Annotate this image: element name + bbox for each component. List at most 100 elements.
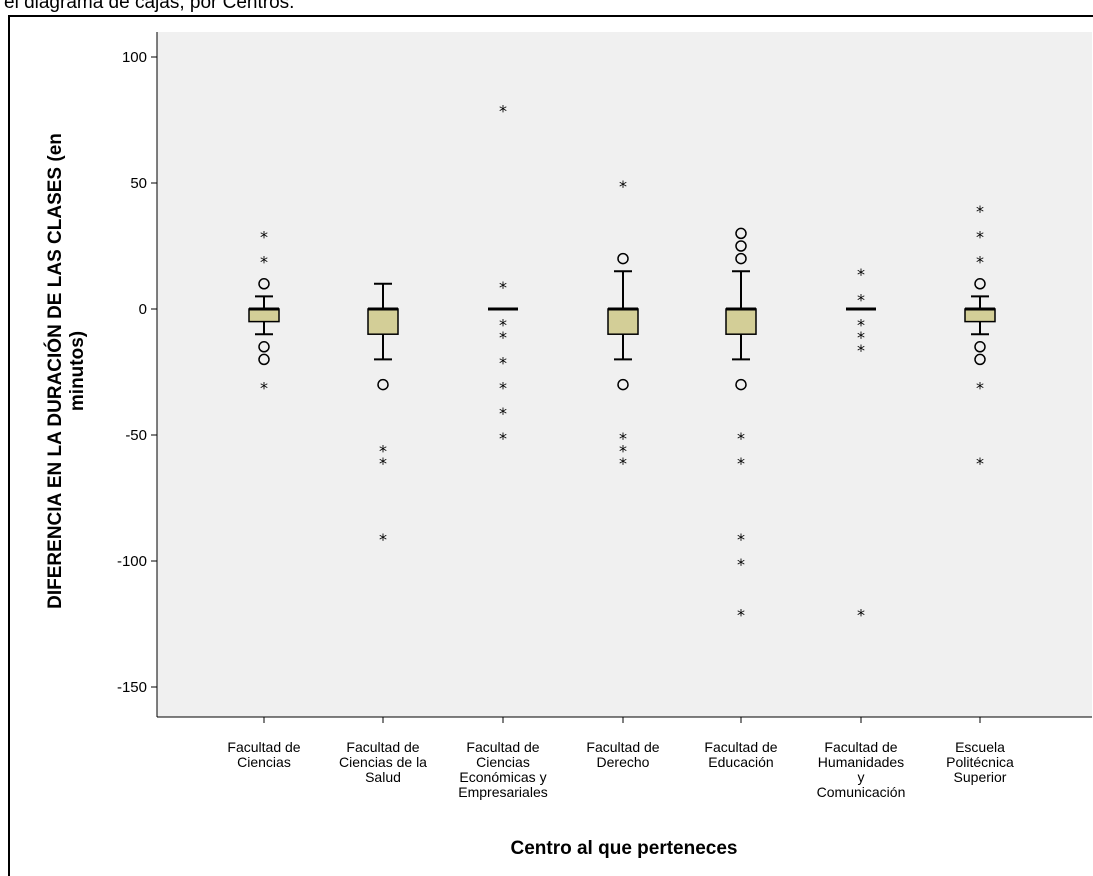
box-3: ******** <box>488 101 518 448</box>
x-category-label: Facultad de Derecho <box>586 739 659 770</box>
extreme-point: * <box>976 253 984 272</box>
extreme-point: * <box>499 429 507 448</box>
extreme-point: * <box>499 316 507 335</box>
x-category-label: Facultad de Ciencias Económicas y Empresari… <box>458 739 547 800</box>
extreme-point: * <box>619 177 627 196</box>
x-category-label-line: Facultad de <box>466 739 539 755</box>
box-2: *** <box>367 282 399 549</box>
x-axis-title: Centro al que perteneces <box>510 838 737 859</box>
y-axis-title-line: DIFERENCIA EN LA DURACIÓN DE LAS CLASES … <box>44 133 66 609</box>
extreme-point: * <box>379 530 387 549</box>
box-1: * * * <box>248 227 280 398</box>
extreme-point: * <box>619 429 627 448</box>
extreme-point: * <box>260 379 268 398</box>
extreme-point: * <box>499 328 507 347</box>
x-category-label-line: Escuela <box>955 739 1005 755</box>
extreme-point: * <box>976 379 984 398</box>
x-category-label-line: Facultad de <box>704 739 777 755</box>
outlier-point <box>974 278 986 290</box>
extreme-point: * <box>857 265 865 284</box>
extreme-point: * <box>737 429 745 448</box>
extreme-point: * <box>379 454 387 473</box>
extreme-point: * <box>379 442 387 461</box>
y-axis-title-line: minutos) <box>67 331 88 411</box>
iqr-box <box>964 308 996 323</box>
outlier-point <box>258 278 270 290</box>
extreme-point: * <box>857 316 865 335</box>
extreme-point: * <box>737 555 745 574</box>
x-category-label-line: Facultad de <box>227 739 300 755</box>
outlier-point <box>258 341 270 353</box>
extreme-point: * <box>499 379 507 398</box>
extreme-point: * <box>857 341 865 360</box>
chart-frame <box>8 15 1093 876</box>
extreme-point: * <box>737 530 745 549</box>
x-category-label-line: Facultad de <box>586 739 659 755</box>
extreme-point: * <box>857 328 865 347</box>
iqr-box <box>607 308 639 335</box>
x-category-label: Facultad de Ciencias de la Salud <box>339 739 427 785</box>
x-category-label-line: Facultad de <box>346 739 419 755</box>
extreme-point: * <box>976 454 984 473</box>
plot-area <box>157 32 1092 717</box>
x-category-label-line: Salud <box>365 769 401 785</box>
x-category-label-line: Empresariales <box>458 784 547 800</box>
x-category-label-line: Educación <box>708 754 773 770</box>
y-tick-label: -150 <box>117 679 147 696</box>
extreme-point: * <box>499 353 507 372</box>
y-axis-ticks: 100 50 0 -50 -100 -150 <box>117 49 157 696</box>
box-5: * * * * * <box>725 227 757 624</box>
box-7: * * * * * <box>964 202 996 473</box>
x-category-label-line: Ciencias de la <box>339 754 427 770</box>
outlier-point <box>617 378 629 391</box>
x-category-label: Facultad de Ciencias <box>227 739 300 770</box>
x-category-label-line: Económicas y <box>459 769 546 785</box>
x-category-label-line: Derecho <box>597 754 650 770</box>
extreme-point: * <box>499 404 507 423</box>
x-category-label: Facultad de Educación <box>704 739 777 770</box>
x-category-label: Escuela Politécnica Superior <box>946 739 1014 785</box>
extreme-point: * <box>737 605 745 624</box>
x-category-label-line: Politécnica <box>946 754 1014 770</box>
y-axis-title: DIFERENCIA EN LA DURACIÓN DE LAS CLASES … <box>44 133 88 609</box>
outlier-point <box>258 353 270 366</box>
outlier-point <box>735 252 747 265</box>
x-category-label-line: y <box>858 769 865 785</box>
box-group: ********************************** <box>248 101 996 624</box>
outlier-point <box>735 227 747 240</box>
outlier-point <box>735 378 747 391</box>
y-tick-label: 0 <box>139 301 147 318</box>
box-4: **** <box>607 177 639 473</box>
outlier-point <box>974 353 986 366</box>
iqr-box <box>248 308 280 323</box>
extreme-point: * <box>857 605 865 624</box>
extreme-point: * <box>499 278 507 297</box>
y-tick-label: 50 <box>130 175 147 192</box>
extreme-point: * <box>737 454 745 473</box>
iqr-box <box>367 308 399 335</box>
outlier-point <box>735 240 747 252</box>
extreme-point: * <box>260 227 268 246</box>
extreme-point: * <box>976 227 984 246</box>
extreme-point: * <box>260 253 268 272</box>
y-tick-label: -100 <box>117 553 147 570</box>
y-tick-label: 100 <box>122 49 147 66</box>
outlier-point <box>617 252 629 265</box>
x-category-label-line: Superior <box>954 769 1007 785</box>
x-category-label-line: Humanidades <box>818 754 904 770</box>
x-category-label-line: Facultad de <box>824 739 897 755</box>
box-6: ****** <box>846 265 876 624</box>
x-category-label-line: Ciencias <box>476 754 530 770</box>
figure-caption: el diagrama de cajas, por Centros. <box>4 0 295 13</box>
y-tick-label: -50 <box>125 427 147 444</box>
x-category-label: Facultad de Humanidades y Comunicación <box>817 739 906 800</box>
extreme-point: * <box>857 290 865 309</box>
iqr-box <box>725 308 757 335</box>
extreme-point: * <box>619 442 627 461</box>
x-category-label-line: Comunicación <box>817 784 906 800</box>
extreme-point: * <box>619 454 627 473</box>
extreme-point: * <box>976 202 984 221</box>
outlier-point <box>974 341 986 353</box>
